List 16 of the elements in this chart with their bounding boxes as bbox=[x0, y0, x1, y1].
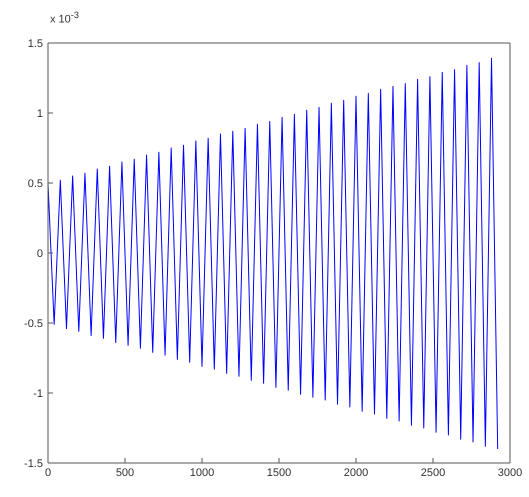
y-tick-label: -0.5 bbox=[24, 318, 43, 330]
x-tick-label: 1000 bbox=[190, 466, 214, 479]
x-tick-label: 1500 bbox=[266, 466, 292, 479]
x-tick-label: 500 bbox=[116, 466, 134, 479]
y-tick-label: 0 bbox=[36, 248, 43, 260]
y-tick-label: 0.5 bbox=[28, 178, 43, 190]
y-tick-label: 1 bbox=[36, 108, 43, 120]
text: x 10$^{-3}$ bbox=[50, 10, 79, 26]
y-tick-label: -1 bbox=[33, 388, 43, 400]
x-tick-label: 2000 bbox=[344, 466, 368, 479]
line-series bbox=[48, 58, 498, 450]
y-tick-label: 1.5 bbox=[28, 38, 43, 50]
x-tick-label: 3000 bbox=[498, 466, 522, 479]
x-tick-label: 0 bbox=[44, 466, 52, 479]
x-tick-label: 2500 bbox=[420, 466, 446, 479]
y-tick-label: -1.5 bbox=[24, 458, 43, 470]
